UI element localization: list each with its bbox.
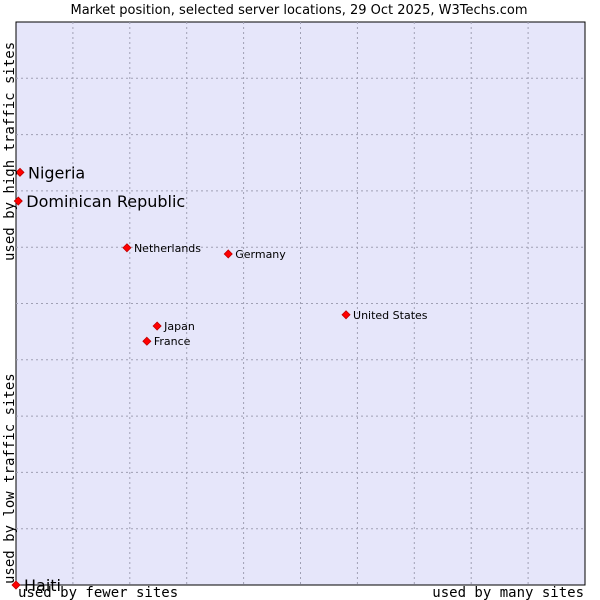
point-label-dominican-republic: Dominican Republic xyxy=(26,192,185,211)
x-axis-label-left: used by fewer sites xyxy=(18,585,178,600)
point-label-nigeria: Nigeria xyxy=(28,163,85,182)
data-points: Nigeria Dominican Republic Netherlands Germ… xyxy=(11,163,428,595)
y-axis-label-top: used by high traffic sites xyxy=(2,42,18,261)
point-label-japan: Japan xyxy=(163,320,195,333)
point-label-netherlands: Netherlands xyxy=(134,242,201,255)
point-label-united-states: United States xyxy=(353,309,428,322)
gridlines xyxy=(16,22,585,585)
point-marker-germany xyxy=(223,249,233,259)
point-marker-united-states xyxy=(341,310,351,320)
point-marker-nigeria xyxy=(15,167,25,177)
chart-title: Market position, selected server locatio… xyxy=(70,3,527,18)
point-label-germany: Germany xyxy=(235,248,286,261)
y-axis-label-bottom: used by low traffic sites xyxy=(2,373,18,584)
point-marker-france xyxy=(142,336,152,346)
point-marker-dominican-republic xyxy=(13,196,23,206)
point-marker-netherlands xyxy=(122,243,132,253)
point-marker-haiti xyxy=(11,580,21,590)
point-label-haiti: Haiti xyxy=(24,576,61,595)
x-axis-label-right: used by many sites xyxy=(432,585,584,600)
point-marker-japan xyxy=(152,321,162,331)
point-label-france: France xyxy=(154,335,191,348)
